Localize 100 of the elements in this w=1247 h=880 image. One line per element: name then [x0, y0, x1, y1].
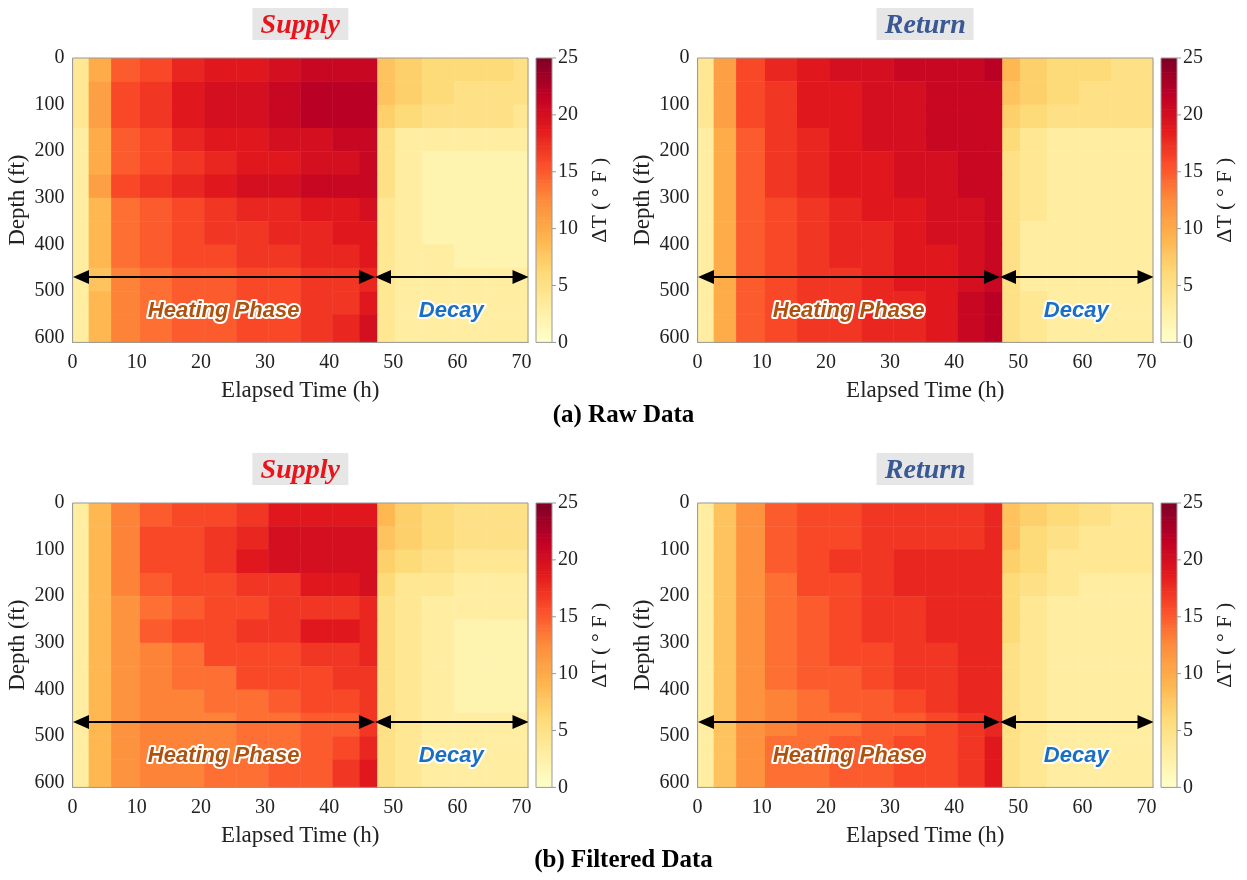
chart-title: Supply: [252, 453, 348, 485]
annotation: Decay: [418, 742, 486, 768]
x-tick-label: 30: [255, 349, 276, 372]
x-tick-label: 20: [190, 349, 211, 372]
color-bar-label: 10: [558, 660, 578, 683]
y-tick-label: 400: [659, 676, 690, 699]
color-bar-label: 0: [1183, 774, 1193, 797]
color-bar-label: 20: [1183, 102, 1203, 125]
color-bar-title: ΔT ( ° F ): [585, 157, 611, 243]
chart-title: Return: [876, 8, 974, 40]
x-tick-label: 20: [190, 794, 211, 817]
color-bar-label: 20: [558, 102, 578, 125]
color-bar-label: 25: [1183, 45, 1203, 68]
x-tick-label: 30: [880, 794, 901, 817]
annotation: Decay: [418, 297, 486, 323]
x-tick-label: 50: [383, 349, 404, 372]
annotation: Decay: [1043, 297, 1111, 323]
y-tick-label: 100: [659, 91, 690, 114]
annotation: Heating Phase: [147, 297, 300, 323]
y-tick-label: 0: [54, 45, 65, 68]
x-tick-label: 10: [751, 794, 772, 817]
y-tick-label: 500: [34, 278, 65, 301]
x-tick-label: 30: [255, 794, 276, 817]
color-bar-label: 15: [558, 159, 578, 182]
color-bar-label: 10: [558, 215, 578, 238]
x-tick-label: 70: [511, 794, 532, 817]
color-bar-label: 5: [558, 272, 568, 295]
y-tick-label: 300: [659, 630, 690, 653]
x-tick-label: 30: [880, 349, 901, 372]
x-tick-label: 60: [1072, 794, 1093, 817]
y-tick-label: 200: [659, 583, 690, 606]
color-bar-label: 20: [1183, 547, 1203, 570]
y-tick-label: 300: [34, 185, 65, 208]
y-axis-title: Depth (ft): [3, 154, 29, 246]
y-tick-label: 0: [54, 490, 65, 513]
color-bar-label: 20: [558, 547, 578, 570]
text: (a) Raw Data: [552, 400, 695, 427]
y-axis-title: Depth (ft): [3, 599, 29, 691]
color-bar-label: 25: [558, 45, 578, 68]
y-tick-label: 300: [34, 630, 65, 653]
color-bar-label: 5: [1183, 717, 1193, 740]
color-bar-label: 0: [558, 329, 568, 352]
y-tick-label: 200: [34, 138, 65, 161]
color-bar-label: 15: [558, 604, 578, 627]
color-bar-label: 25: [558, 490, 578, 513]
y-tick-label: 400: [34, 231, 65, 254]
x-axis-title: Elapsed Time (h): [221, 822, 380, 848]
x-tick-label: 40: [319, 349, 340, 372]
x-tick-label: 10: [126, 794, 147, 817]
y-tick-label: 600: [659, 769, 690, 792]
x-axis-title: Elapsed Time (h): [846, 377, 1005, 403]
x-tick-label: 40: [944, 349, 965, 372]
color-bar-label: 5: [1183, 272, 1193, 295]
color-bar-label: 5: [558, 717, 568, 740]
x-tick-label: 60: [447, 794, 468, 817]
color-bar-label: 15: [1183, 604, 1203, 627]
y-tick-label: 400: [659, 231, 690, 254]
x-tick-label: 10: [126, 349, 147, 372]
color-bar-label: 0: [558, 774, 568, 797]
y-tick-label: 0: [679, 45, 690, 68]
x-tick-label: 70: [1136, 794, 1157, 817]
y-tick-label: 500: [34, 723, 65, 746]
y-tick-label: 100: [34, 91, 65, 114]
annotation: Decay: [1043, 742, 1111, 768]
x-tick-label: 50: [1008, 794, 1029, 817]
x-tick-label: 60: [1072, 349, 1093, 372]
y-tick-label: 500: [659, 723, 690, 746]
x-tick-label: 20: [815, 794, 836, 817]
y-tick-label: 600: [659, 324, 690, 347]
x-tick-label: 40: [319, 794, 340, 817]
x-tick-label: 60: [447, 349, 468, 372]
x-axis-title: Elapsed Time (h): [846, 822, 1005, 848]
annotation: Heating Phase: [147, 742, 300, 768]
y-tick-label: 100: [34, 536, 65, 559]
annotation: Heating Phase: [772, 742, 925, 768]
y-tick-label: 600: [34, 769, 65, 792]
x-axis-title: Elapsed Time (h): [221, 377, 380, 403]
color-bar-title: ΔT ( ° F ): [1210, 157, 1236, 243]
color-bar-label: 15: [1183, 159, 1203, 182]
y-axis-title: Depth (ft): [628, 599, 654, 691]
color-bar-label: 10: [1183, 660, 1203, 683]
y-axis-title: Depth (ft): [628, 154, 654, 246]
y-tick-label: 500: [659, 278, 690, 301]
color-bar-label: 25: [1183, 490, 1203, 513]
y-tick-label: 300: [659, 185, 690, 208]
y-tick-label: 400: [34, 676, 65, 699]
x-tick-label: 50: [383, 794, 404, 817]
y-tick-label: 0: [679, 490, 690, 513]
color-bar-title: ΔT ( ° F ): [1210, 602, 1236, 688]
chart-title: Supply: [252, 8, 348, 40]
x-tick-label: 70: [511, 349, 532, 372]
text: (b) Filtered Data: [534, 845, 713, 872]
color-bar-label: 0: [1183, 329, 1193, 352]
x-tick-label: 50: [1008, 349, 1029, 372]
color-bar-label: 10: [1183, 215, 1203, 238]
x-tick-label: 40: [944, 794, 965, 817]
x-tick-label: 10: [751, 349, 772, 372]
y-tick-label: 100: [659, 536, 690, 559]
x-tick-label: 70: [1136, 349, 1157, 372]
chart-title: Return: [876, 453, 974, 485]
